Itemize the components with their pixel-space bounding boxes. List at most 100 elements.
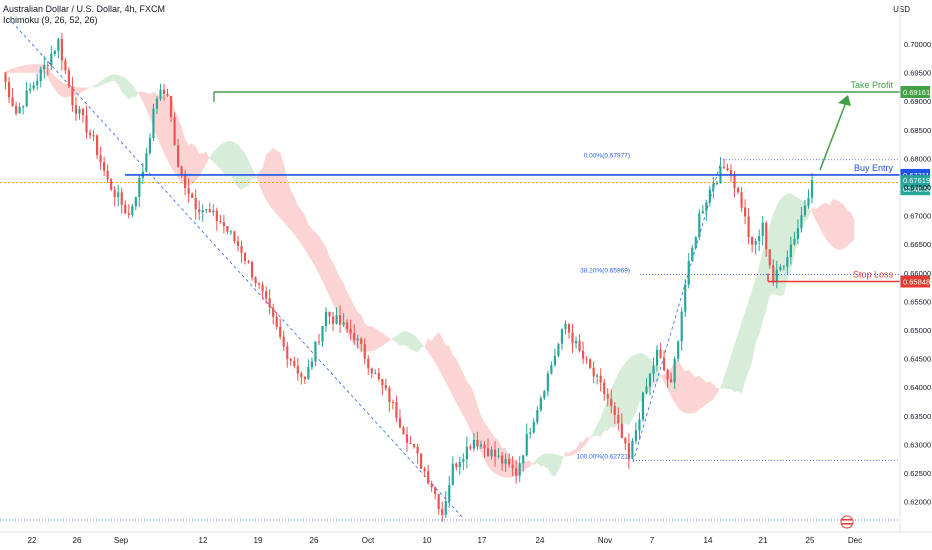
candle-body xyxy=(434,487,437,495)
candle xyxy=(715,180,719,186)
candle xyxy=(374,369,377,375)
cloud-segment xyxy=(234,142,238,188)
cloud-segment xyxy=(438,332,443,376)
us-flag-icon[interactable] xyxy=(840,515,854,529)
cloud-segment xyxy=(199,153,203,177)
candle xyxy=(673,356,676,389)
candle xyxy=(349,319,352,341)
cloud-segment xyxy=(445,345,450,390)
candle-body xyxy=(346,322,349,329)
candle xyxy=(222,215,225,234)
cloud-segment xyxy=(86,87,91,90)
candle-body xyxy=(620,423,623,439)
take-profit-price-tag: 0.69161 xyxy=(900,85,930,98)
candle xyxy=(88,129,92,139)
candle-body xyxy=(250,262,254,278)
cloud-segment xyxy=(808,206,812,218)
candle-body xyxy=(504,459,507,464)
candle-body xyxy=(708,189,711,203)
candle xyxy=(617,407,620,431)
candle-body xyxy=(476,439,479,447)
candle xyxy=(99,146,102,170)
cloud-segment xyxy=(61,81,66,98)
cloud-segment xyxy=(227,140,231,178)
price-tick-label: 0.62000 xyxy=(904,498,931,507)
cloud-segment xyxy=(378,330,383,349)
cloud-segment xyxy=(139,91,143,102)
cloud-segment xyxy=(97,81,101,87)
cloud-segment xyxy=(752,278,756,362)
stop-loss-price-tag: 0.65848 xyxy=(900,275,930,288)
candle-body xyxy=(219,221,222,223)
candle-body xyxy=(803,205,807,216)
cloud-segment xyxy=(491,432,496,474)
cloud-segment xyxy=(833,198,837,250)
candle-body xyxy=(423,468,426,472)
candle-body xyxy=(395,402,398,419)
candle-body xyxy=(557,343,560,356)
cloud-segment xyxy=(19,65,24,73)
candle xyxy=(571,323,574,354)
candle-body xyxy=(483,444,486,449)
candle-body xyxy=(810,180,814,198)
price-tick-label: 0.70000 xyxy=(904,40,931,49)
candle-body xyxy=(261,284,264,292)
candle-body xyxy=(22,106,25,108)
candle xyxy=(581,341,585,365)
candle xyxy=(444,491,447,518)
cloud-segment xyxy=(371,326,376,352)
candle xyxy=(363,338,366,365)
candle xyxy=(634,422,638,444)
candle xyxy=(39,66,42,88)
candle-body xyxy=(32,85,35,89)
candle-body xyxy=(751,237,754,245)
candle-body xyxy=(374,373,377,375)
cloud-segment xyxy=(829,198,834,248)
candle xyxy=(722,158,726,169)
cloud-segment xyxy=(540,453,545,467)
indicator-label[interactable]: Ichimoku (9, 26, 52, 26) xyxy=(3,15,98,25)
cloud-segment xyxy=(720,377,724,389)
candle xyxy=(296,358,299,381)
candle-body xyxy=(567,323,571,333)
cloud-segment xyxy=(702,378,707,407)
candle xyxy=(550,361,553,375)
candle-body xyxy=(103,162,106,171)
candle xyxy=(85,105,88,139)
price-axis[interactable]: 0.70000 0.69500 0.69000 0.68500 0.68000 0.675… xyxy=(899,0,931,532)
candle-body xyxy=(314,341,317,362)
candle xyxy=(67,67,71,88)
candle xyxy=(272,303,275,325)
candle xyxy=(293,356,296,369)
candle xyxy=(7,77,11,104)
cloud-segment xyxy=(209,152,214,162)
candle-body xyxy=(698,213,701,238)
candle xyxy=(613,402,616,425)
candle-body xyxy=(53,50,56,55)
cloud-segment xyxy=(308,224,312,262)
cloud-segment xyxy=(699,375,703,410)
candle xyxy=(11,88,14,107)
candle-body xyxy=(324,311,328,327)
candle-body xyxy=(4,72,7,82)
candle-body xyxy=(624,438,627,444)
cloud-segment xyxy=(58,79,62,97)
cloud-segment xyxy=(111,74,115,82)
candle-body xyxy=(775,269,778,283)
candle xyxy=(560,328,564,350)
cloud-segment xyxy=(132,84,136,98)
candle xyxy=(712,176,715,199)
time-axis[interactable]: 22 26 Sep 12 19 26 Oct 10 17 24 Nov 7 14 21 25 Dec xyxy=(0,515,932,545)
cloud-segment xyxy=(738,322,742,395)
candle-body xyxy=(194,197,197,210)
flag-stripe xyxy=(842,523,852,525)
candle xyxy=(124,200,127,215)
candle xyxy=(243,251,247,265)
cloud-segment xyxy=(142,91,147,110)
candle xyxy=(208,202,211,213)
cloud-segment xyxy=(90,85,94,88)
candle xyxy=(472,432,476,452)
cloud-segment xyxy=(424,338,429,352)
